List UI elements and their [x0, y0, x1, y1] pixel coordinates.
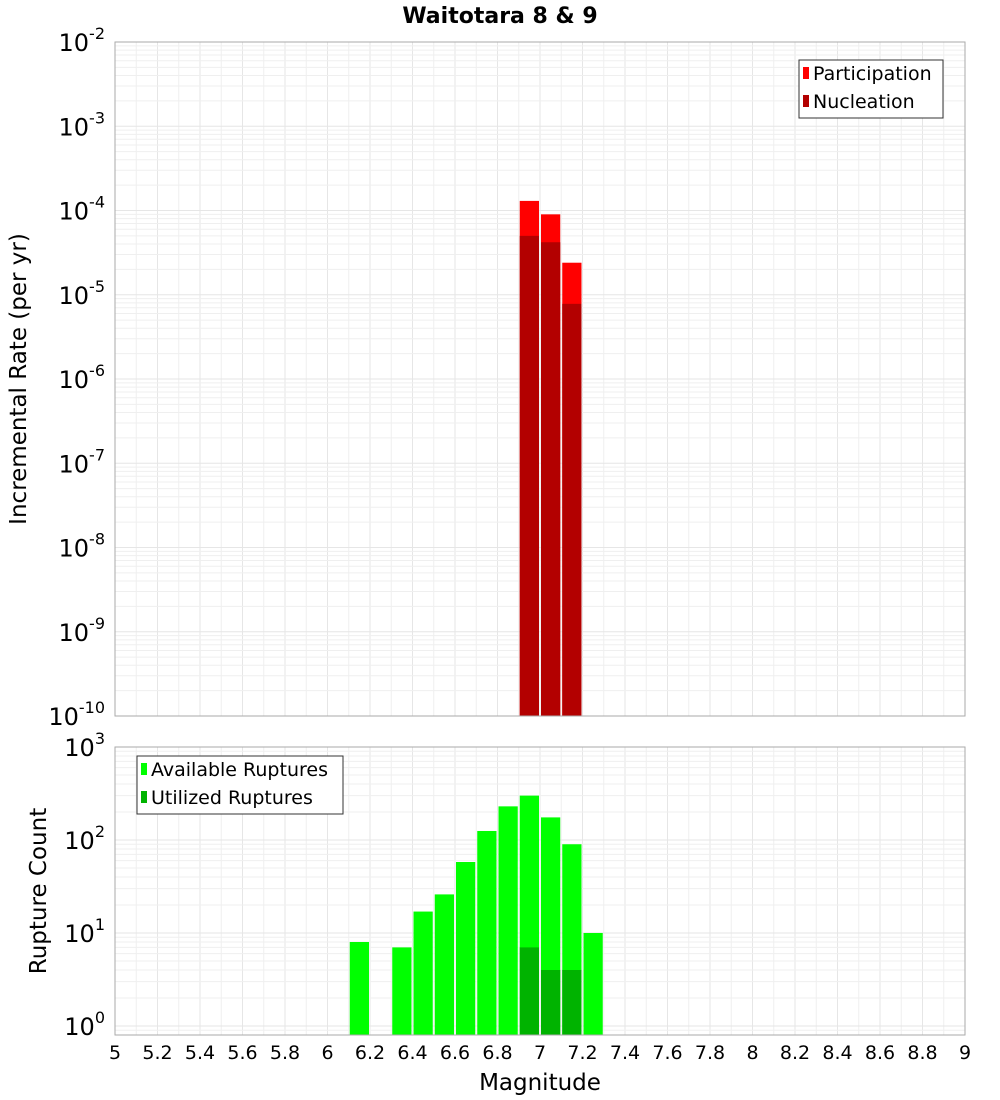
available-ruptures-bar — [583, 932, 603, 1035]
y-tick-label: 10-8 — [59, 530, 106, 563]
available-ruptures-bar — [477, 830, 497, 1035]
available-ruptures-bar — [392, 947, 412, 1035]
available-ruptures-bar — [413, 911, 433, 1035]
legend-swatch — [803, 95, 809, 107]
x-tick-label: 8.4 — [822, 1042, 852, 1064]
y-tick-label: 10-3 — [59, 108, 106, 141]
legend-label: Participation — [813, 63, 932, 85]
x-tick-label: 9 — [959, 1042, 971, 1064]
utilized-ruptures-bar — [562, 969, 582, 1035]
count-bars — [349, 795, 603, 1035]
rate-y-tick-labels: 10-10 10-9 10-8 10-7 10-6 10-5 10-4 10-3 10-2 — [48, 24, 105, 731]
legend-label: Nucleation — [813, 91, 915, 113]
x-tick-label: 7.2 — [567, 1042, 597, 1064]
rate-y-axis-label: Incremental Rate (per yr) — [6, 233, 32, 525]
available-ruptures-bar — [434, 894, 454, 1035]
rate-plot-frame — [114, 41, 966, 717]
rate-gridlines — [114, 41, 966, 717]
x-tick-label: 8.6 — [865, 1042, 895, 1064]
x-tick-label: 8.8 — [907, 1042, 937, 1064]
nucleation-bar — [519, 235, 539, 717]
x-tick-label: 8.2 — [780, 1042, 810, 1064]
y-tick-label: 10-4 — [59, 193, 106, 226]
count-y-tick-labels: 100 101 102 103 — [64, 729, 105, 1041]
x-tick-label: 7.6 — [652, 1042, 682, 1064]
count-panel: 100 101 102 103 Rupture Count Available Rup… — [26, 729, 971, 1096]
y-tick-label: 10-9 — [59, 614, 106, 647]
rate-panel: 10-10 10-9 10-8 10-7 10-6 10-5 10-4 10-3 10-2 In… — [6, 24, 966, 731]
legend-label: Utilized Ruptures — [151, 787, 313, 809]
y-tick-label: 10-10 — [48, 698, 105, 731]
rate-legend: Participation Nucleation — [798, 59, 944, 119]
x-tick-label: 8 — [746, 1042, 758, 1064]
x-tick-label: 5.8 — [270, 1042, 300, 1064]
x-axis-label: Magnitude — [479, 1070, 601, 1096]
y-tick-label: 10-2 — [59, 24, 106, 57]
legend-label: Available Ruptures — [151, 759, 328, 781]
legend-swatch — [141, 763, 147, 775]
x-tick-label: 6.6 — [440, 1042, 470, 1064]
x-tick-label: 5.6 — [227, 1042, 257, 1064]
y-tick-label: 103 — [64, 729, 105, 762]
y-tick-label: 10-7 — [59, 445, 106, 478]
x-tick-label: 6 — [321, 1042, 333, 1064]
legend-swatch — [141, 791, 147, 803]
legend-swatch — [803, 67, 809, 79]
x-tick-label: 7 — [534, 1042, 546, 1064]
utilized-ruptures-bar — [541, 969, 561, 1035]
x-tick-label: 6.8 — [482, 1042, 512, 1064]
y-tick-label: 100 — [64, 1008, 105, 1041]
available-ruptures-bar — [456, 861, 476, 1035]
legend-box — [798, 59, 944, 119]
y-tick-label: 102 — [64, 822, 105, 855]
y-tick-label: 10-5 — [59, 277, 106, 310]
x-tick-label: 6.2 — [355, 1042, 385, 1064]
available-ruptures-bar — [349, 942, 369, 1035]
count-legend: Available Ruptures Utilized Ruptures — [136, 755, 344, 815]
utilized-ruptures-bar — [519, 947, 539, 1035]
count-plot-frame — [114, 746, 966, 1036]
nucleation-bar — [562, 303, 582, 716]
x-tick-labels: 5 5.2 5.4 5.6 5.8 6 6.2 6.4 6.6 6.8 7 7.2 7.4 7.6 7.8 8… — [109, 1042, 971, 1064]
x-tick-label: 5.4 — [185, 1042, 215, 1064]
chart-title: Waitotara 8 & 9 — [402, 4, 597, 29]
count-y-axis-label: Rupture Count — [26, 808, 52, 974]
rate-bars — [519, 200, 582, 717]
legend-box — [136, 755, 344, 815]
x-tick-label: 5.2 — [142, 1042, 172, 1064]
y-tick-label: 10-6 — [59, 361, 106, 394]
x-tick-label: 5 — [109, 1042, 121, 1064]
y-tick-label: 101 — [64, 915, 105, 948]
available-ruptures-bar — [498, 806, 518, 1035]
x-tick-label: 6.4 — [397, 1042, 427, 1064]
x-tick-label: 7.4 — [610, 1042, 640, 1064]
x-tick-label: 7.8 — [695, 1042, 725, 1064]
nucleation-bar — [541, 242, 561, 716]
